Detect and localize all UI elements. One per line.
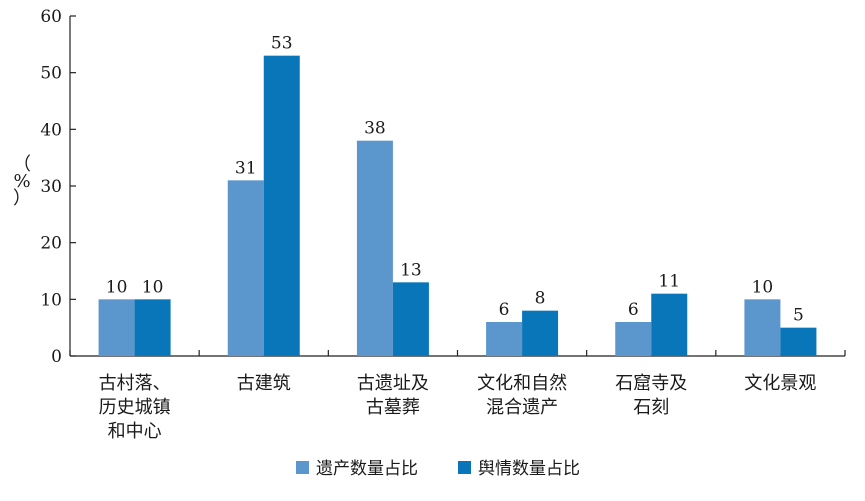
category-label-line: 石窟寺及 [615, 373, 687, 394]
axes: 0 10 20 30 40 50 60 （%） [13, 7, 846, 367]
data-labels: 10 10 31 53 38 13 6 8 6 11 10 5 [106, 34, 804, 326]
data-label: 10 [106, 277, 128, 297]
bar [227, 180, 264, 356]
y-tick-label: 20 [40, 234, 62, 254]
legend-swatch [296, 461, 309, 474]
category-label-line: 和中心 [108, 421, 162, 442]
data-label: 38 [364, 119, 386, 139]
data-label: 10 [752, 277, 774, 297]
y-axis-label-char: ） [13, 188, 31, 209]
data-label: 10 [142, 277, 164, 297]
category-label: 古遗址及古墓葬 [357, 373, 429, 418]
category-label-line: 石刻 [633, 397, 669, 418]
category-label: 文化景观 [744, 373, 816, 394]
category-labels: 古村落、历史城镇和中心 古建筑 古遗址及古墓葬 文化和自然混合遗产 石窟寺及石刻 文化景观 [99, 373, 817, 442]
legend-swatch [458, 461, 471, 474]
data-label: 11 [658, 272, 680, 292]
y-axis-label-char: % [13, 171, 30, 192]
bar [780, 327, 817, 356]
y-tick-label: 30 [40, 177, 62, 197]
category-label: 石窟寺及石刻 [615, 373, 687, 418]
category-label: 古建筑 [237, 373, 291, 394]
y-axis-label: （%） [13, 154, 31, 209]
bar [356, 140, 393, 356]
category-label-line: 古建筑 [237, 373, 291, 394]
category-label-line: 文化景观 [744, 373, 816, 394]
legend-label: 遗产数量占比 [316, 459, 418, 479]
data-label: 31 [235, 158, 257, 178]
data-label: 13 [400, 260, 422, 280]
category-label-line: 文化和自然 [477, 373, 567, 394]
category-label-line: 古村落、 [99, 373, 171, 394]
bar [98, 299, 135, 356]
legend: 遗产数量占比 舆情数量占比 [296, 459, 580, 479]
y-tick-label: 40 [40, 120, 62, 140]
y-axis-label-char: （ [13, 154, 31, 175]
bars [98, 55, 817, 357]
bar [615, 322, 652, 356]
bar [392, 282, 429, 356]
bar [651, 293, 688, 356]
category-label: 文化和自然混合遗产 [477, 373, 567, 418]
category-label-line: 历史城镇 [99, 397, 171, 418]
data-label: 5 [793, 306, 804, 326]
data-label: 6 [628, 300, 639, 320]
legend-label: 舆情数量占比 [478, 459, 580, 479]
category-label-line: 古墓葬 [366, 397, 420, 418]
bar [134, 299, 171, 356]
y-tick-label: 10 [40, 290, 62, 310]
y-tick-label: 0 [51, 347, 62, 367]
y-tick-label: 60 [40, 7, 62, 27]
bar [486, 322, 523, 356]
category-label-line: 混合遗产 [486, 397, 558, 418]
category-label: 古村落、历史城镇和中心 [99, 373, 171, 442]
data-label: 6 [499, 300, 510, 320]
data-label: 8 [535, 289, 546, 309]
bar [744, 299, 781, 356]
bar [522, 310, 559, 356]
bar [263, 55, 300, 357]
y-tick-label: 50 [40, 64, 62, 84]
data-label: 53 [271, 34, 293, 54]
category-label-line: 古遗址及 [357, 373, 429, 394]
